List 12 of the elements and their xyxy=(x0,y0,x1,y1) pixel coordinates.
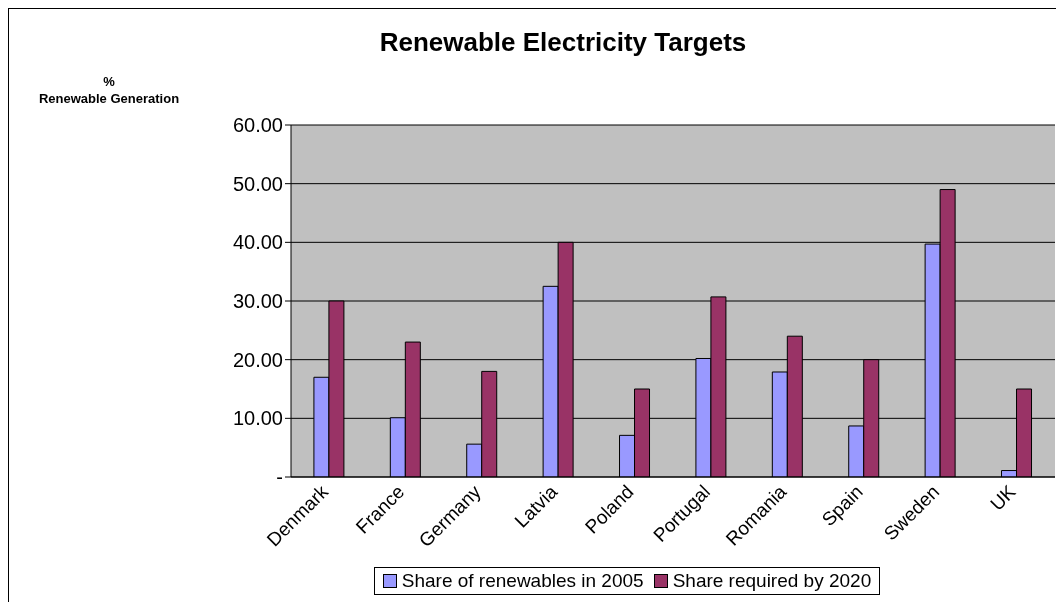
y-tick-label: 60.00 xyxy=(232,114,283,137)
chart-title: Renewable Electricity Targets xyxy=(378,27,748,58)
y-tick-label: 40.00 xyxy=(232,231,283,254)
legend-label: Share of renewables in 2005 xyxy=(400,570,644,592)
y-tick-label: 30.00 xyxy=(232,290,283,313)
y-tick-label: 20.00 xyxy=(232,348,283,371)
y-tick-label: 50.00 xyxy=(232,172,283,195)
legend-label: Share required by 2020 xyxy=(671,570,872,592)
y-tick-label: - xyxy=(276,466,283,489)
y-tick-label: 10.00 xyxy=(232,407,283,430)
x-tick-label: UK xyxy=(986,480,1020,515)
y-axis-title: % Renewable Generation xyxy=(37,73,181,107)
